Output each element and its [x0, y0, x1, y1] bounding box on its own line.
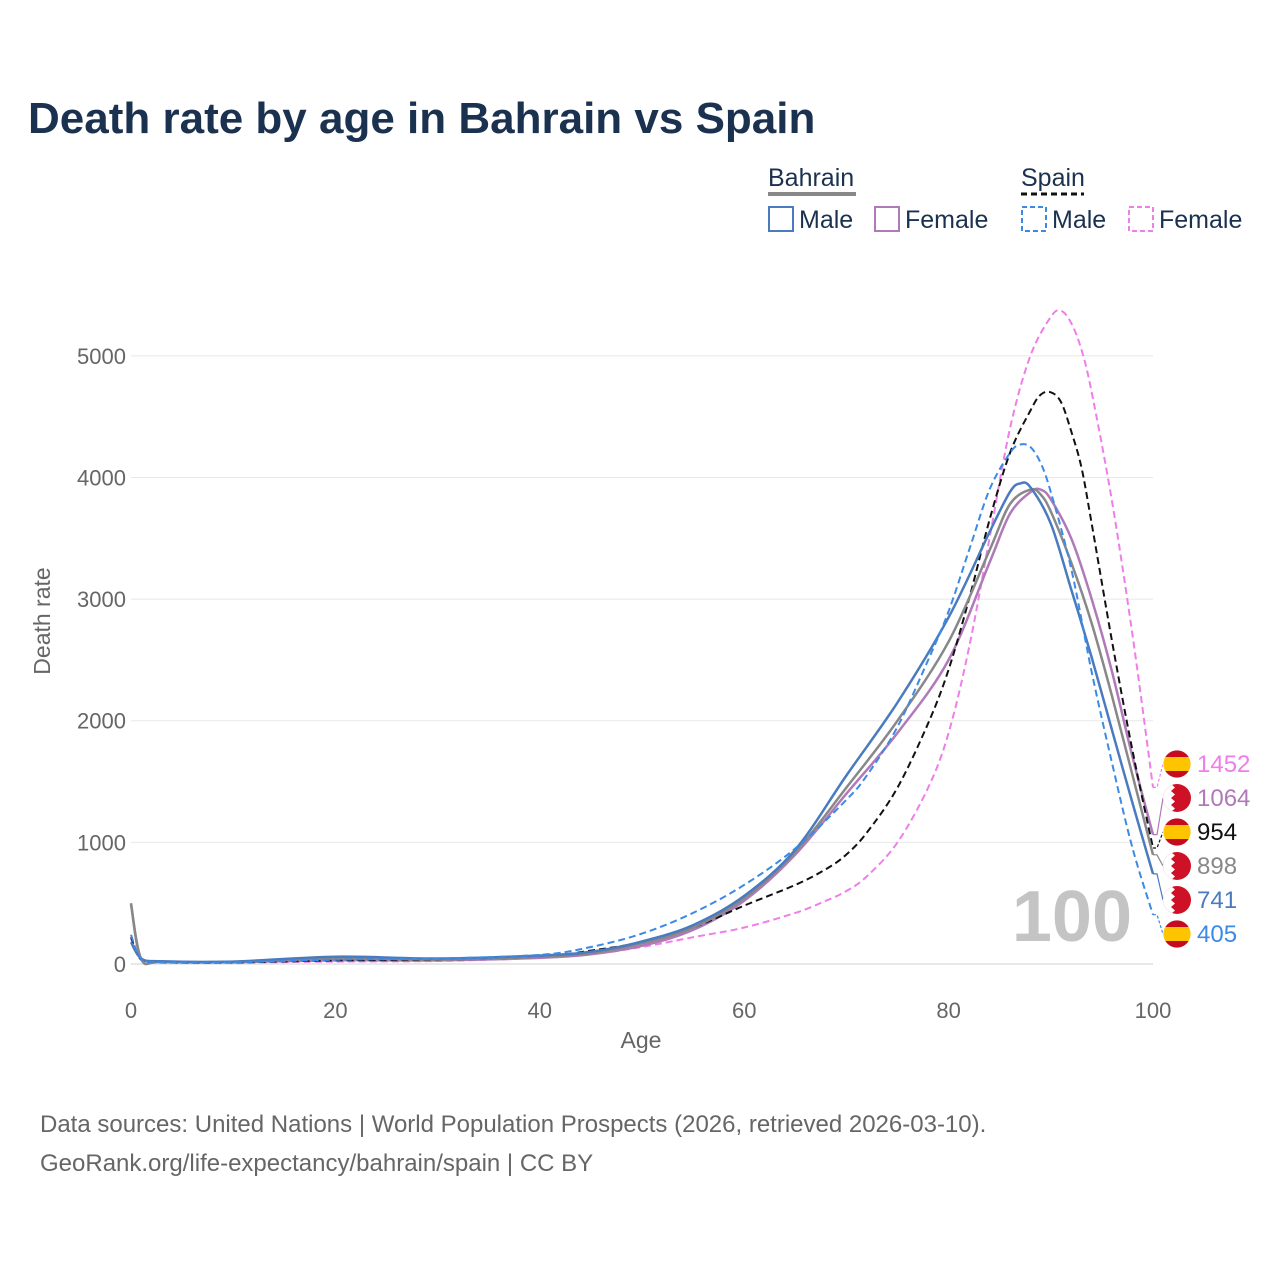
- legend-swatch-spain-female[interactable]: [1128, 206, 1154, 232]
- end-value-spain-both: 954: [1197, 819, 1237, 846]
- legend-swatch-bahrain-female[interactable]: [874, 206, 900, 232]
- x-tick-label-40: 40: [528, 998, 552, 1023]
- x-axis-title: Age: [621, 1027, 662, 1053]
- series-line-bahrain-both[interactable]: [129, 487, 1155, 966]
- end-value-bahrain-both: 898: [1197, 853, 1237, 880]
- x-tick-label-80: 80: [936, 998, 960, 1023]
- y-axis-ticks: 0 1000 2000 3000 4000 5000: [77, 344, 126, 977]
- legend-label-bahrain-female[interactable]: Female: [905, 206, 988, 234]
- end-connector-spain-female: [1153, 763, 1164, 788]
- y-tick-label-3000: 3000: [77, 587, 126, 612]
- bahrain-flag-icon: [1163, 852, 1191, 880]
- end-value-bahrain-male: 741: [1197, 887, 1237, 914]
- spain-flag-icon: [1162, 919, 1192, 949]
- y-axis-title: Death rate: [29, 567, 55, 674]
- legend-group-spain-label: Spain: [1021, 164, 1085, 192]
- age-watermark: 100: [1012, 877, 1132, 957]
- end-value-spain-male: 405: [1197, 921, 1237, 948]
- end-connector-bahrain-female: [1153, 797, 1164, 836]
- end-value-spain-female: 1452: [1197, 751, 1250, 778]
- x-axis-ticks: 0 20 40 60 80 100: [125, 998, 1171, 1023]
- end-value-bahrain-female: 1064: [1197, 785, 1250, 812]
- legend-label-spain-female[interactable]: Female: [1159, 206, 1242, 234]
- series-line-bahrain-male[interactable]: [129, 481, 1155, 964]
- bahrain-flag-icon: [1163, 784, 1191, 812]
- y-tick-label-4000: 4000: [77, 465, 126, 490]
- chart-title: Death rate by age in Bahrain vs Spain: [28, 94, 815, 143]
- series-line-spain-female[interactable]: [130, 309, 1154, 964]
- y-tick-label-2000: 2000: [77, 709, 126, 734]
- end-connector-spain-both: [1153, 831, 1164, 849]
- x-tick-label-0: 0: [125, 998, 137, 1023]
- spain-flag-icon: [1162, 749, 1192, 779]
- end-connector-bahrain-both: [1153, 854, 1164, 867]
- legend-swatch-bahrain-male[interactable]: [768, 206, 794, 232]
- y-tick-label-5000: 5000: [77, 344, 126, 369]
- legend-group-bahrain[interactable]: Bahrain Male Female: [768, 164, 988, 234]
- legend-label-spain-male[interactable]: Male: [1052, 206, 1106, 234]
- series-lines: [129, 309, 1155, 966]
- end-connector-bahrain-male: [1153, 873, 1164, 901]
- legend-label-bahrain-male[interactable]: Male: [799, 206, 853, 234]
- end-connector-spain-male: [1153, 914, 1164, 935]
- y-tick-label-1000: 1000: [77, 830, 126, 855]
- bahrain-flag-icon: [1163, 886, 1191, 914]
- gridlines: [131, 355, 1153, 965]
- spain-flag-icon: [1162, 817, 1192, 847]
- series-line-bahrain-female[interactable]: [129, 487, 1155, 966]
- legend-group-spain[interactable]: Spain Male Female: [1021, 164, 1242, 234]
- x-tick-label-100: 100: [1135, 998, 1172, 1023]
- legend-swatch-spain-male[interactable]: [1021, 206, 1047, 232]
- x-tick-label-60: 60: [732, 998, 756, 1023]
- source-line-1: Data sources: United Nations | World Pop…: [40, 1111, 986, 1138]
- x-tick-label-20: 20: [323, 998, 347, 1023]
- y-tick-label-0: 0: [114, 952, 126, 977]
- source-line-2[interactable]: GeoRank.org/life-expectancy/bahrain/spai…: [40, 1150, 593, 1177]
- end-labels: 1452 1064 954 898 741 405: [1153, 749, 1250, 949]
- series-line-spain-male[interactable]: [130, 443, 1154, 964]
- legend-group-bahrain-label: Bahrain: [768, 164, 854, 192]
- legend: Bahrain Male Female Spain Male Female: [768, 164, 1242, 234]
